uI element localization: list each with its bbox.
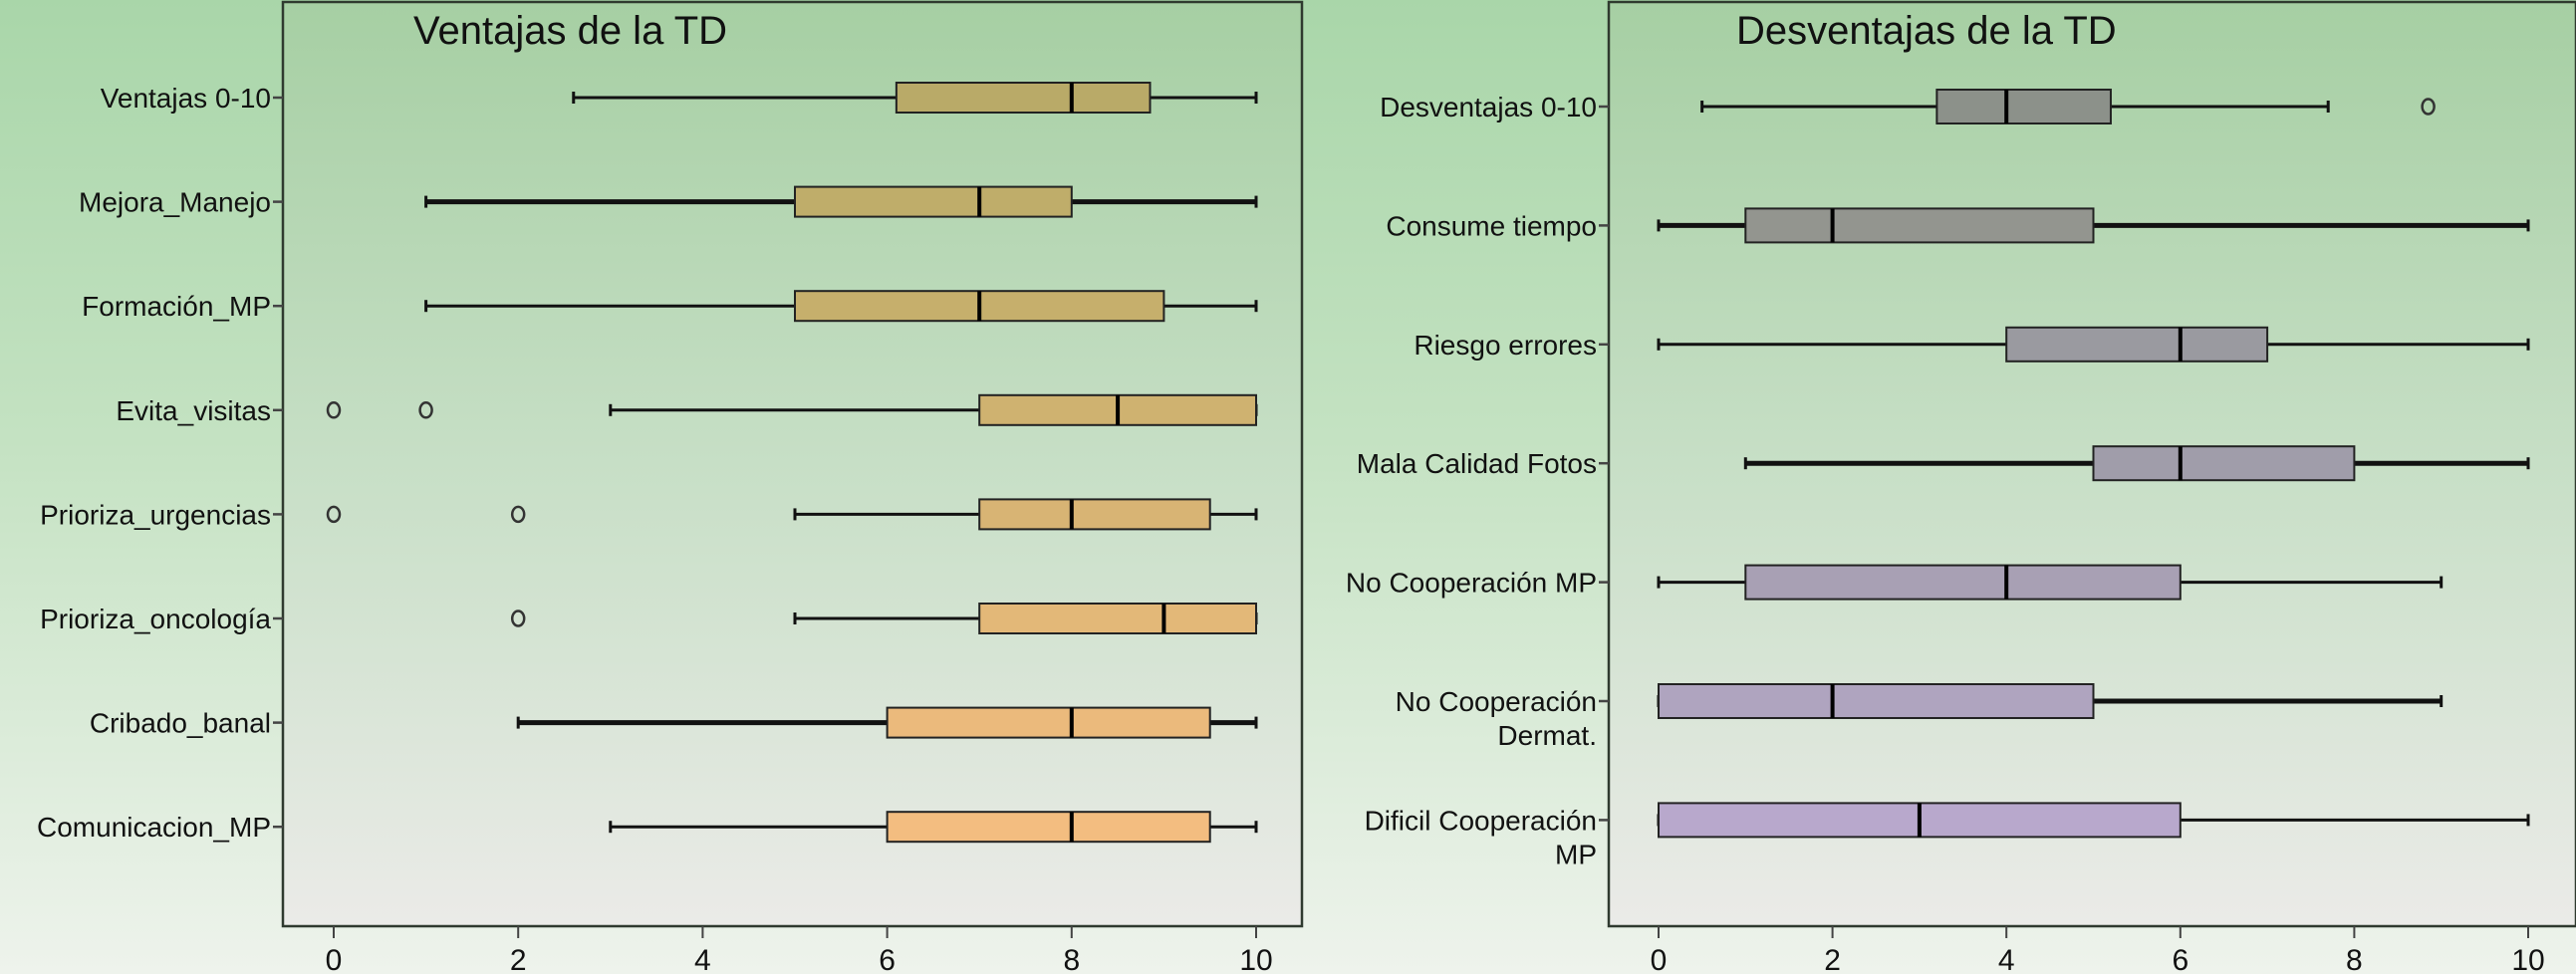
category-label: Ventajas 0-10 bbox=[101, 83, 271, 114]
x-tick-label: 2 bbox=[1824, 944, 1841, 974]
iqr-box bbox=[978, 603, 1257, 634]
box-desventajas-4: No Cooperación MP bbox=[1346, 564, 2444, 601]
x-tick-label: 0 bbox=[326, 944, 343, 974]
box-ventajas-1: Mejora_Manejo bbox=[79, 185, 1258, 218]
category-label: Riesgo errores bbox=[1414, 330, 1597, 361]
category-label: No Cooperación bbox=[1396, 686, 1597, 717]
x-tick-label: 8 bbox=[1063, 944, 1080, 974]
iqr-box bbox=[886, 811, 1211, 844]
box-ventajas-7: Comunicacion_MP bbox=[37, 811, 1258, 844]
iqr-box bbox=[1658, 683, 2095, 719]
x-tick-label: 4 bbox=[1998, 944, 2015, 974]
category-label: Prioriza_oncología bbox=[40, 604, 271, 634]
box-ventajas-0: Ventajas 0-10 bbox=[101, 82, 1258, 114]
box-desventajas-1: Consume tiempo bbox=[1386, 207, 2530, 244]
outlier-point bbox=[2421, 98, 2436, 116]
iqr-box bbox=[2005, 326, 2269, 363]
category-label: MP bbox=[1555, 839, 1597, 869]
category-label: Formación_MP bbox=[82, 291, 271, 322]
category-label: Evita_visitas bbox=[116, 395, 271, 426]
outlier-point bbox=[326, 505, 342, 524]
ventajas-plot-area bbox=[281, 0, 1304, 928]
category-label: Desventajas 0-10 bbox=[1380, 92, 1597, 122]
category-label: Mejora_Manejo bbox=[79, 187, 271, 218]
iqr-box bbox=[794, 185, 1073, 218]
category-label: Consume tiempo bbox=[1386, 210, 1597, 241]
box-ventajas-5: Prioriza_oncología bbox=[40, 603, 1258, 634]
iqr-box bbox=[2092, 445, 2356, 482]
desventajas-panel: Desventajas de la TD 0 2 4 6 8 10 Desventajas 0… bbox=[1346, 0, 2576, 974]
iqr-box bbox=[1935, 89, 2112, 124]
outlier-point bbox=[510, 609, 526, 627]
desventajas-chart-title: Desventajas de la TD bbox=[1736, 9, 2117, 53]
x-tick-label: 4 bbox=[694, 944, 711, 974]
box-desventajas-0: Desventajas 0-10 bbox=[1380, 89, 2436, 124]
outlier-point bbox=[510, 505, 526, 524]
iqr-box bbox=[895, 82, 1152, 114]
ventajas-panel: Ventajas de la TD 0 2 4 6 8 10 Ventajas 0-10 Mej… bbox=[37, 0, 1304, 974]
iqr-box bbox=[978, 498, 1211, 531]
box-ventajas-6: Cribado_banal bbox=[90, 706, 1258, 739]
x-tick-label: 10 bbox=[2511, 944, 2544, 974]
category-label: No Cooperación MP bbox=[1346, 568, 1597, 599]
box-ventajas-2: Formación_MP bbox=[82, 290, 1258, 323]
x-tick-label: 0 bbox=[1651, 944, 1668, 974]
iqr-box bbox=[886, 706, 1211, 739]
category-label: Prioriza_urgencias bbox=[40, 499, 271, 530]
box-desventajas-2: Riesgo errores bbox=[1414, 326, 2530, 363]
x-tick-label: 6 bbox=[2172, 944, 2189, 974]
category-label: Dermat. bbox=[1497, 720, 1597, 751]
iqr-box bbox=[1744, 207, 2095, 244]
x-tick-label: 6 bbox=[879, 944, 896, 974]
iqr-box bbox=[1744, 564, 2182, 601]
box-ventajas-3: Evita_visitas bbox=[116, 393, 1258, 426]
box-desventajas-3: Mala Calidad Fotos bbox=[1357, 445, 2530, 482]
x-tick-label: 10 bbox=[1239, 944, 1272, 974]
outlier-point bbox=[418, 401, 433, 419]
x-tick-label: 2 bbox=[510, 944, 527, 974]
outlier-point bbox=[326, 401, 342, 419]
category-label: Mala Calidad Fotos bbox=[1357, 448, 1597, 479]
x-tick-label: 8 bbox=[2346, 944, 2363, 974]
ventajas-chart-title: Ventajas de la TD bbox=[413, 9, 727, 53]
box-ventajas-4: Prioriza_urgencias bbox=[40, 498, 1258, 531]
category-label: Comunicacion_MP bbox=[37, 812, 271, 843]
category-label: Cribado_banal bbox=[90, 708, 271, 739]
category-label: Dificil Cooperación bbox=[1365, 805, 1597, 836]
